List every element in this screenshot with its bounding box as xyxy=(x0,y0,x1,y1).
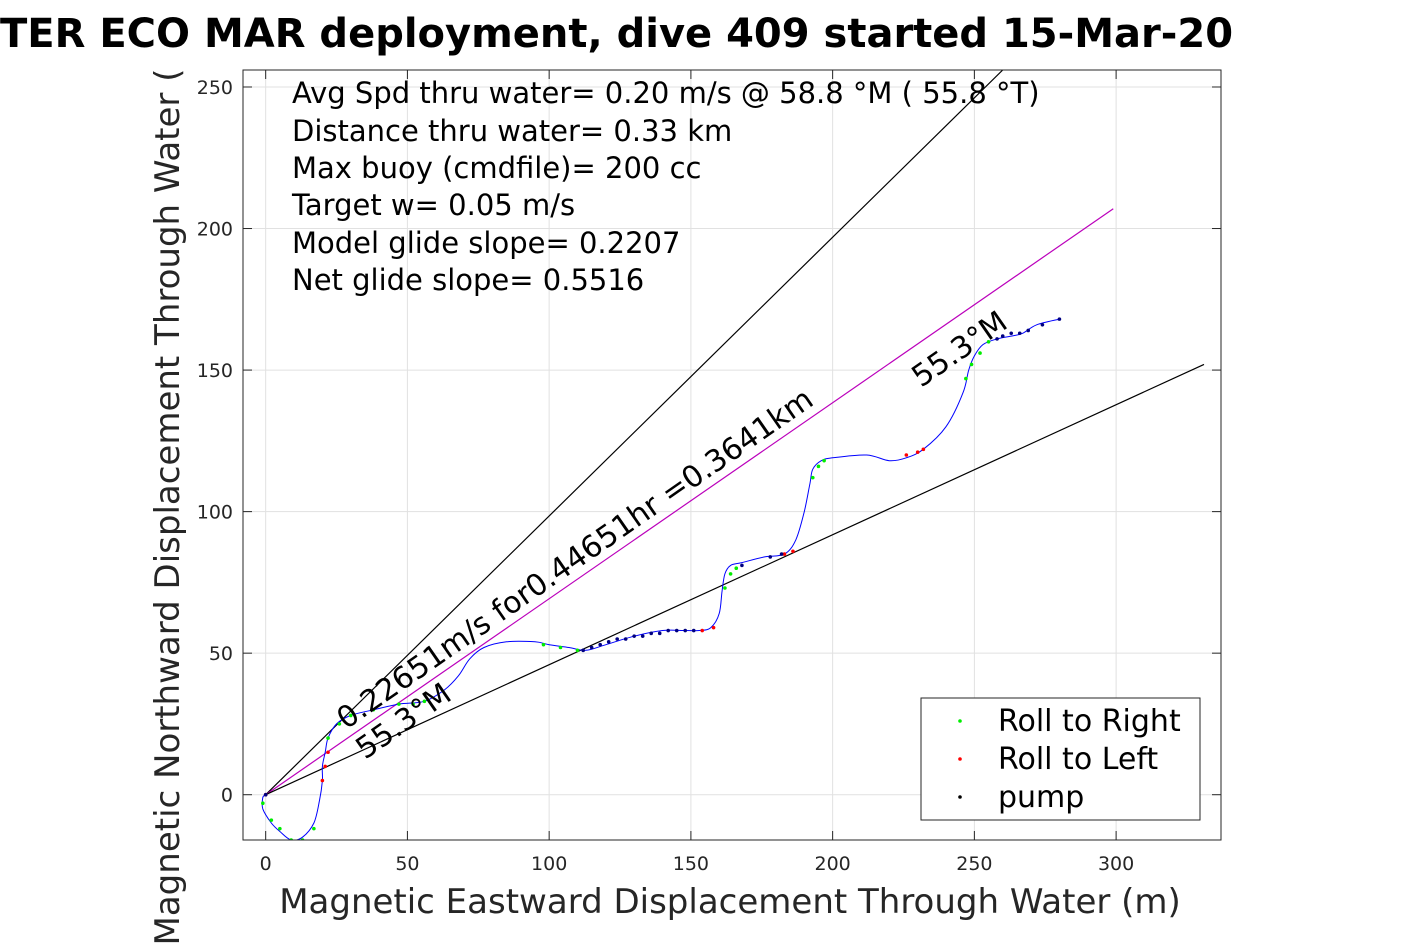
pump-marker xyxy=(606,640,611,644)
pump-marker xyxy=(768,555,773,559)
pump-marker xyxy=(1017,331,1022,336)
pump-marker xyxy=(1000,334,1005,338)
legend-box xyxy=(920,697,1201,821)
reference-lines xyxy=(265,70,1205,796)
roll-left-marker xyxy=(326,750,330,755)
y-tick-label: 150 xyxy=(197,360,233,382)
y-axis-label: Magnetic Northward Displacement Through … xyxy=(148,69,188,945)
pump-marker xyxy=(995,337,999,341)
roll-right-marker xyxy=(326,736,330,740)
lower-bound-line xyxy=(265,363,1205,796)
legend-marker-roll-right xyxy=(958,719,962,723)
info-line-2: Distance thru water= 0.33 km xyxy=(292,114,732,148)
roll-right-marker xyxy=(541,642,546,647)
chart-title: TER ECO MAR deployment, dive 409 started… xyxy=(0,11,1233,57)
roll-left-marker xyxy=(782,552,787,556)
roll-right-marker xyxy=(728,572,733,576)
pump-marker xyxy=(674,628,679,633)
roll-right-marker xyxy=(969,362,974,367)
x-tick-label: 50 xyxy=(395,853,419,875)
roll-right-marker xyxy=(269,818,274,822)
legend-marker-roll-left xyxy=(958,757,962,761)
plot-frame xyxy=(242,69,1222,841)
info-line-6: Net glide slope= 0.5516 xyxy=(292,263,644,297)
pump-marker xyxy=(657,631,662,636)
roll-right-marker xyxy=(558,645,563,650)
x-tick-label: 0 xyxy=(260,853,272,875)
y-tick-label: 0 xyxy=(221,785,233,807)
series-layer xyxy=(261,317,1062,840)
legend-marker-pump xyxy=(958,795,962,799)
roll-right-marker xyxy=(822,458,826,463)
pump-marker xyxy=(649,631,654,636)
roll-left-marker xyxy=(921,447,926,452)
pump-marker xyxy=(623,637,628,641)
info-line-5: Model glide slope= 0.2207 xyxy=(292,226,680,260)
roll-left-marker xyxy=(904,453,909,457)
roll-left-marker xyxy=(700,628,705,633)
roll-right-marker xyxy=(575,648,580,653)
y-tick-label: 200 xyxy=(197,219,233,241)
y-tick-label: 100 xyxy=(197,502,233,524)
roll-left-marker xyxy=(323,764,328,769)
pump-marker xyxy=(598,642,602,647)
roll-right-marker xyxy=(312,826,316,831)
heading-line xyxy=(265,208,1114,796)
legend: Roll to Right Roll to Left pump xyxy=(920,697,1201,821)
x-tick-label: 300 xyxy=(1098,853,1134,875)
x-tick-label: 150 xyxy=(673,853,709,875)
roll-right-marker xyxy=(978,351,982,355)
x-axis-label: Magnetic Eastward Displacement Through W… xyxy=(279,882,1181,922)
x-tick-label: 250 xyxy=(956,853,992,875)
pump-marker xyxy=(1009,331,1014,336)
pump-marker xyxy=(691,628,696,633)
pump-marker xyxy=(1057,317,1062,321)
legend-label-roll-right: Roll to Right xyxy=(998,704,1181,739)
tick-layer: 0 50 100 150 200 250 300 0 50 100 150 200 250 xyxy=(197,70,1221,875)
pump-marker xyxy=(632,634,636,638)
pump-marker xyxy=(589,645,594,650)
roll-right-marker xyxy=(337,722,342,726)
info-line-4: Target w= 0.05 m/s xyxy=(291,188,575,222)
pump-marker xyxy=(263,792,268,797)
info-line-1: Avg Spd thru water= 0.20 m/s @ 58.8 °M (… xyxy=(292,76,1040,110)
roll-left-marker xyxy=(320,778,325,783)
pump-marker xyxy=(683,628,688,633)
pump-marker xyxy=(581,648,585,653)
roll-right-marker xyxy=(397,702,401,706)
roll-left-marker xyxy=(791,549,795,554)
roll-right-marker xyxy=(810,475,815,480)
roll-right-marker xyxy=(371,707,376,712)
pump-marker xyxy=(1026,328,1031,333)
pump-marker xyxy=(640,634,645,638)
roll-right-marker xyxy=(734,566,739,571)
roll-right-marker xyxy=(986,339,991,344)
pump-marker xyxy=(740,563,744,568)
upper-bound-line xyxy=(265,70,1004,796)
roll-right-marker xyxy=(411,702,415,706)
roll-right-marker xyxy=(422,699,427,704)
x-tick-label: 100 xyxy=(531,853,567,875)
y-tick-label: 50 xyxy=(209,643,233,665)
roll-right-marker xyxy=(261,801,265,805)
pump-marker xyxy=(779,552,784,556)
info-line-3: Max buoy (cmdfile)= 200 cc xyxy=(292,151,701,185)
legend-label-roll-left: Roll to Left xyxy=(998,742,1158,777)
legend-label-pump: pump xyxy=(998,780,1084,815)
roll-right-marker xyxy=(816,464,821,469)
roll-left-marker xyxy=(915,450,920,454)
track-line xyxy=(261,318,1060,840)
roll-left-marker xyxy=(711,625,716,630)
roll-right-marker xyxy=(723,586,727,590)
x-tick-label: 200 xyxy=(815,853,851,875)
pump-marker xyxy=(615,637,619,641)
roll-right-marker xyxy=(964,376,968,381)
pump-marker xyxy=(666,628,671,633)
roll-right-marker xyxy=(278,826,282,831)
roll-right-marker xyxy=(348,713,353,718)
y-tick-label: 250 xyxy=(197,77,233,99)
pump-marker xyxy=(1040,322,1045,327)
